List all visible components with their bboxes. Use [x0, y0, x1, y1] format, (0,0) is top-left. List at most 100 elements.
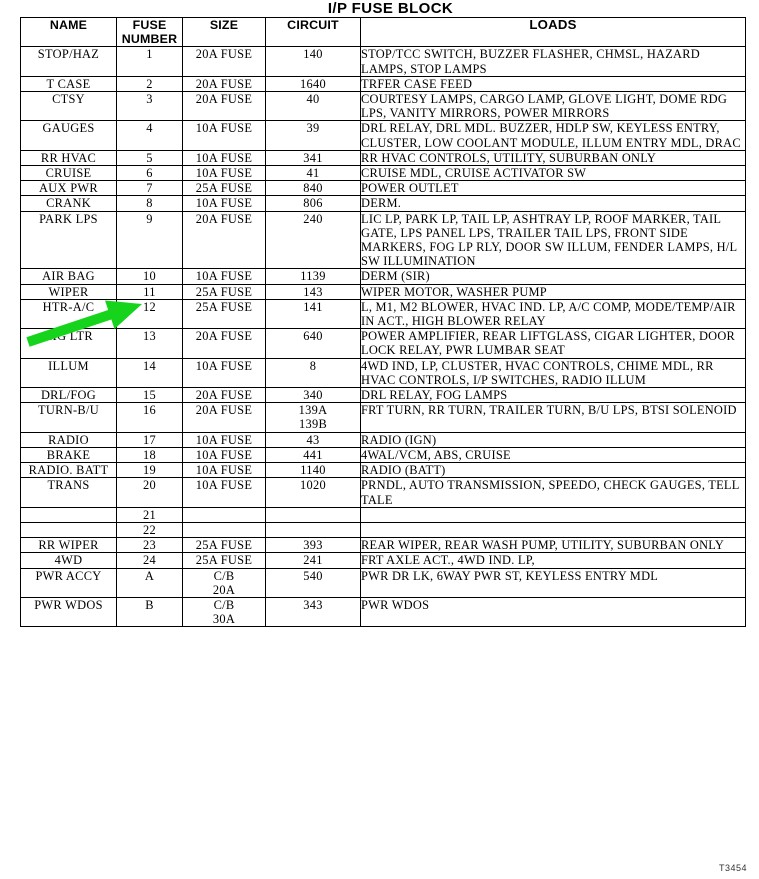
- cell-loads: POWER AMPLIFIER, REAR LIFTGLASS, CIGAR L…: [360, 328, 746, 359]
- cell-name: T CASE: [20, 75, 117, 93]
- cell-fuse-number: 23: [116, 537, 183, 554]
- table-body: STOP/HAZ 1 20A FUSE 140 STOP/TCC SWITCH, BUZ…: [20, 46, 746, 628]
- table-row: HTR-A/C 12 25A FUSE 141 L, M1, M2 BLOWER, HV…: [20, 298, 746, 330]
- cell-text-line: PWR ACCY: [35, 568, 102, 583]
- cell-text-line: 21: [143, 507, 156, 522]
- table-row: PWR WDOS B C/B 30A 343 PWR WDOS: [20, 596, 746, 628]
- cell-name: 4WD: [20, 552, 117, 569]
- cell-text-line: 143: [303, 284, 323, 299]
- cell-name: ILLUM: [20, 357, 117, 389]
- cell-text-line: 20A FUSE: [195, 388, 253, 403]
- cell-name: HTR-A/C: [20, 298, 117, 330]
- cell-text-line: RR HVAC: [40, 150, 97, 165]
- cell-text-line: C/B: [213, 568, 235, 583]
- cell-loads: LIC LP, PARK LP, TAIL LP, ASHTRAY LP, RO…: [360, 210, 746, 270]
- cell-loads: POWER OUTLET: [360, 180, 746, 197]
- fuse-block-table-wrap: NAME FUSE NUMBER SIZE CIRCUIT LOADS STOP…: [20, 16, 746, 628]
- cell-name: PWR ACCY: [20, 567, 117, 598]
- cell-fuse-number: 8: [116, 195, 183, 212]
- cell-loads: FRT AXLE ACT., 4WD IND. LP,: [360, 552, 746, 569]
- column-header-name: NAME: [20, 16, 117, 48]
- cell-text-line: WIPER: [48, 284, 89, 299]
- cell-name: [20, 506, 117, 523]
- cell-loads: TRFER CASE FEED: [360, 75, 746, 93]
- cell-text-line: 3: [146, 92, 153, 107]
- cell-text-line: 20A FUSE: [195, 329, 253, 344]
- cell-text-line: 139B: [298, 417, 328, 432]
- cell-text-line: LIC LP, PARK LP, TAIL LP, ASHTRAY LP, RO…: [361, 211, 737, 269]
- cell-fuse-number: 7: [116, 180, 183, 197]
- cell-size: 25A FUSE: [182, 552, 266, 569]
- cell-text-line: DRL RELAY, DRL MDL. BUZZER, HDLP SW, KEY…: [361, 121, 741, 150]
- cell-size: 10A FUSE: [182, 357, 266, 389]
- cell-circuit: 1640: [265, 75, 361, 93]
- cell-text-line: 1020: [300, 478, 326, 493]
- cell-loads: [360, 521, 746, 539]
- cell-size: 20A FUSE: [182, 328, 266, 359]
- cell-text-line: COURTESY LAMPS, CARGO LAMP, GLOVE LIGHT,…: [361, 92, 728, 121]
- cell-size: 20A FUSE: [182, 387, 266, 404]
- cell-fuse-number: A: [116, 567, 183, 598]
- cell-name: CRANK: [20, 195, 117, 212]
- cell-text-line: TRANS: [47, 478, 90, 493]
- cell-size: 25A FUSE: [182, 537, 266, 554]
- cell-name: STOP/HAZ: [20, 46, 117, 77]
- table-row: T CASE 2 20A FUSE 1640 TRFER CASE FEED: [20, 75, 746, 93]
- cell-text-line: TRFER CASE FEED: [361, 76, 473, 91]
- cell-text-line: PARK LPS: [39, 211, 98, 226]
- cell-text-line: 11: [143, 284, 156, 299]
- cell-text-line: 4: [146, 121, 153, 136]
- table-row: 4WD 24 25A FUSE 241 FRT AXLE ACT., 4WD IND. …: [20, 552, 746, 569]
- cell-circuit: 240: [265, 210, 361, 270]
- cell-fuse-number: 21: [116, 506, 183, 523]
- cell-fuse-number: 17: [116, 431, 183, 448]
- cell-circuit: 1020: [265, 477, 361, 508]
- column-header-fuse-number: FUSE NUMBER: [116, 16, 183, 48]
- cell-size: 10A FUSE: [182, 120, 266, 151]
- cell-circuit: 840: [265, 180, 361, 197]
- cell-text-line: 10A FUSE: [195, 166, 253, 181]
- cell-size: 10A FUSE: [182, 477, 266, 508]
- cell-size: 20A FUSE: [182, 210, 266, 270]
- cell-text-line: DRL RELAY, FOG LAMPS: [361, 388, 508, 403]
- cell-fuse-number: 19: [116, 462, 183, 479]
- cell-size: 25A FUSE: [182, 180, 266, 197]
- cell-loads: 4WD IND, LP, CLUSTER, HVAC CONTROLS, CHI…: [360, 357, 746, 389]
- table-row: AIR BAG 10 10A FUSE 1139 DERM (SIR): [20, 268, 746, 285]
- cell-text-line: 25A FUSE: [195, 553, 253, 568]
- cell-text-line: 9: [146, 211, 153, 226]
- cell-text-line: 341: [303, 150, 323, 165]
- cell-text-line: 24: [143, 553, 156, 568]
- cell-size: 20A FUSE: [182, 91, 266, 122]
- cell-text-line: CRUISE MDL, CRUISE ACTIVATOR SW: [361, 166, 587, 181]
- cell-text-line: 4WAL/VCM, ABS, CRUISE: [361, 447, 511, 462]
- cell-text-line: 13: [143, 329, 156, 344]
- cell-text-line: 241: [303, 553, 323, 568]
- table-row: RADIO. BATT 19 10A FUSE 1140 RADIO (BATT): [20, 462, 746, 479]
- cell-name: PARK LPS: [20, 210, 117, 270]
- cell-loads: REAR WIPER, REAR WASH PUMP, UTILITY, SUB…: [360, 537, 746, 554]
- cell-text-line: 10A FUSE: [195, 150, 253, 165]
- table-header: NAME FUSE NUMBER SIZE CIRCUIT LOADS: [20, 16, 746, 48]
- column-header-loads: LOADS: [360, 16, 746, 48]
- cell-text-line: 1: [146, 47, 153, 62]
- cell-fuse-number: 1: [116, 46, 183, 77]
- cell-text-line: 441: [303, 447, 323, 462]
- cell-size: 20A FUSE: [182, 46, 266, 77]
- cell-text-line: 8: [146, 196, 153, 211]
- cell-text-line: 20A FUSE: [195, 76, 253, 91]
- cell-size: 20A FUSE: [182, 402, 266, 433]
- cell-loads: DRL RELAY, DRL MDL. BUZZER, HDLP SW, KEY…: [360, 120, 746, 151]
- cell-name: CRUISE: [20, 165, 117, 182]
- cell-loads: PRNDL, AUTO TRANSMISSION, SPEEDO, CHECK …: [360, 477, 746, 508]
- cell-text-line: 240: [303, 211, 323, 226]
- cell-text-line: GAUGES: [42, 121, 95, 136]
- cell-text-line: 640: [303, 329, 323, 344]
- cell-text-line: 40: [306, 92, 320, 107]
- cell-name: TRANS: [20, 477, 117, 508]
- cell-text-line: 10A FUSE: [195, 463, 253, 478]
- cell-fuse-number: 5: [116, 149, 183, 167]
- cell-text-line: 806: [303, 196, 323, 211]
- table-row: GAUGES 4 10A FUSE 39 DRL RELAY, DRL MDL. BUZ…: [20, 120, 746, 151]
